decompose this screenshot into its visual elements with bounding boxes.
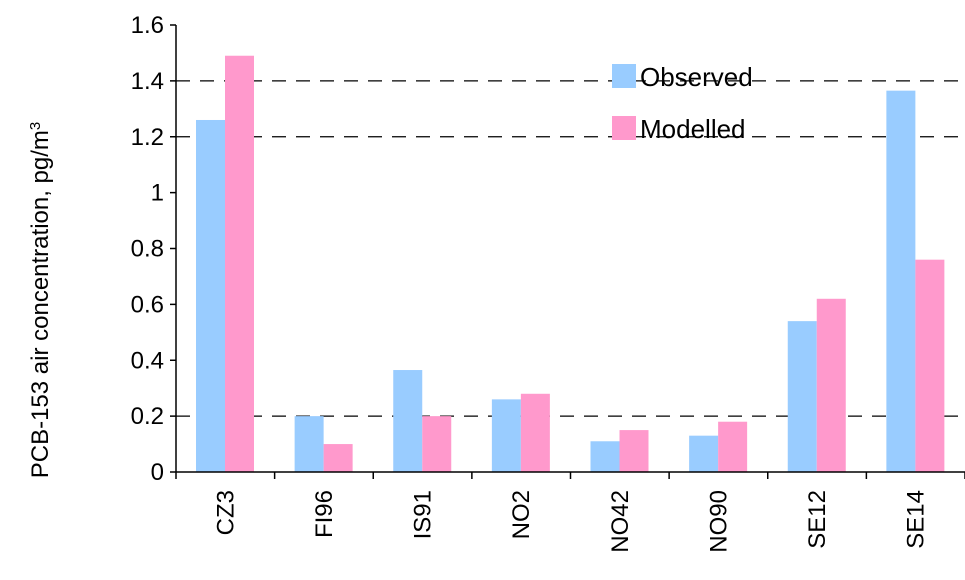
y-tick-label-1-2: 1.2 <box>131 124 164 151</box>
bar-observed-is91 <box>393 370 423 472</box>
axes <box>170 24 965 479</box>
x-category-label-no90: NO90 <box>705 490 732 553</box>
bar-modelled-cz3 <box>225 55 254 472</box>
bar-modelled-no2 <box>520 393 550 472</box>
bars <box>196 55 945 473</box>
bar-modelled-no42 <box>619 430 649 472</box>
legend-swatch-observed <box>612 64 636 88</box>
legend-label-observed: Observed <box>640 62 753 92</box>
y-tick-label-0-8: 0.8 <box>131 236 164 263</box>
y-tick-label-0-6: 0.6 <box>131 291 164 318</box>
y-axis-title: PCB-153 air concentration, pg/m3 <box>27 122 55 479</box>
y-tick-label-0-4: 0.4 <box>131 347 164 374</box>
bar-observed-no2 <box>491 399 521 472</box>
bar-observed-se14 <box>886 90 916 472</box>
gridlines <box>176 80 965 417</box>
x-category-label-fi96: FI96 <box>311 490 338 538</box>
y-tick-label-0: 0 <box>151 459 164 486</box>
x-category-label-cz3: CZ3 <box>212 490 239 535</box>
y-tick-label-1-4: 1.4 <box>131 68 164 95</box>
y-tick-label-0-2: 0.2 <box>131 403 164 430</box>
bar-modelled-fi96 <box>323 444 353 472</box>
bar-observed-cz3 <box>196 119 225 473</box>
x-category-label-se12: SE12 <box>804 490 831 549</box>
x-category-label-no2: NO2 <box>508 490 535 539</box>
bar-observed-no90 <box>689 435 719 472</box>
bar-observed-se12 <box>787 321 817 472</box>
legend-label-modelled: Modelled <box>640 114 746 144</box>
bar-observed-no42 <box>590 441 620 472</box>
legend-swatch-modelled <box>612 116 636 140</box>
bar-observed-fi96 <box>294 416 324 472</box>
bar-modelled-is91 <box>422 416 452 472</box>
legend: Observed Modelled <box>612 62 753 144</box>
x-category-label-no42: NO42 <box>607 490 634 553</box>
bar-modelled-se12 <box>816 298 846 472</box>
x-category-labels: CZ3 FI96 IS91 NO2 NO42 NO90 SE12 SE14 <box>212 490 929 553</box>
x-category-label-se14: SE14 <box>903 490 930 549</box>
bar-modelled-no90 <box>718 421 748 472</box>
y-tick-labels: 0 0.2 0.4 0.6 0.8 1 1.2 1.4 1.6 <box>131 12 164 486</box>
x-category-label-is91: IS91 <box>410 490 437 539</box>
bar-modelled-se14 <box>915 259 945 472</box>
y-tick-label-1: 1 <box>151 180 164 207</box>
y-tick-label-1-6: 1.6 <box>131 12 164 39</box>
